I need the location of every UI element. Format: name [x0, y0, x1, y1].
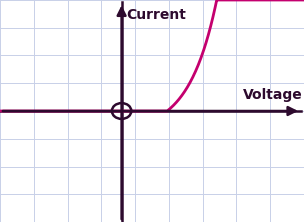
Text: Voltage: Voltage	[243, 88, 302, 102]
Text: Current: Current	[126, 8, 186, 22]
